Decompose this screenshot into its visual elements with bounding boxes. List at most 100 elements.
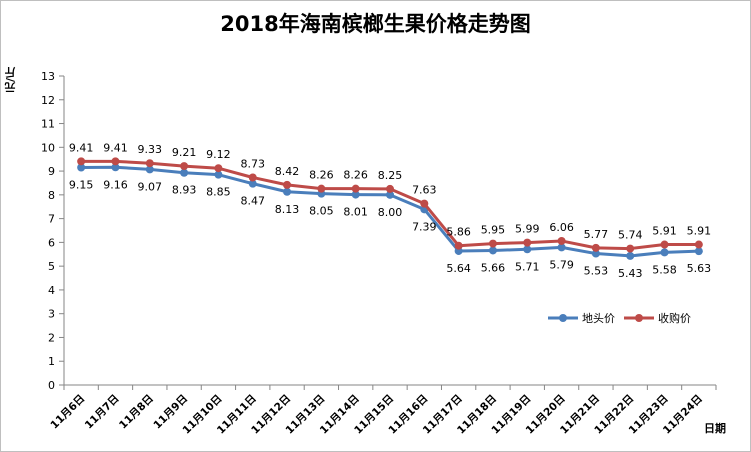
data-point [283, 187, 292, 196]
data-label: 7.63 [412, 184, 437, 197]
data-point [694, 240, 703, 249]
data-label: 8.05 [309, 205, 334, 218]
data-point [214, 164, 223, 173]
data-point [694, 247, 703, 256]
y-tick-label: 8 [48, 189, 55, 202]
legend-swatch-marker [635, 314, 643, 322]
x-axis-label: 日期 [704, 422, 726, 435]
legend: 地头价 收购价 [548, 311, 691, 325]
y-tick-label: 11 [41, 118, 55, 131]
data-point [488, 239, 497, 248]
data-label: 9.16 [103, 178, 128, 191]
data-point [557, 243, 566, 252]
data-label: 8.26 [343, 169, 368, 182]
y-tick-label: 12 [41, 94, 55, 107]
data-point [386, 190, 394, 199]
data-point [180, 162, 189, 171]
data-point [626, 251, 635, 260]
data-label: 8.47 [240, 195, 265, 208]
data-point [214, 170, 223, 179]
data-label: 5.86 [446, 226, 471, 239]
data-label: 8.73 [240, 157, 265, 170]
data-label: 8.85 [206, 186, 231, 199]
data-point [351, 184, 360, 193]
data-label: 5.53 [584, 265, 609, 278]
data-point [248, 179, 257, 188]
x-tick-label: 11月8日 [117, 393, 156, 432]
data-label: 9.41 [69, 141, 94, 154]
data-label: 5.77 [584, 228, 609, 241]
chart-title: 2018年海南槟榔生果价格走势图 [220, 12, 531, 36]
data-label: 8.42 [275, 165, 300, 178]
data-label: 9.33 [138, 143, 163, 156]
data-point [557, 236, 566, 245]
x-tick-label: 11月6日 [48, 393, 87, 432]
y-tick-label: 6 [48, 236, 55, 249]
x-tick-label: 11月7日 [83, 393, 122, 432]
data-label: 9.15 [69, 179, 94, 192]
data-label: 6.06 [549, 221, 574, 234]
data-label: 9.07 [138, 180, 163, 193]
data-point [660, 240, 669, 249]
data-point [488, 246, 497, 255]
y-tick-label: 13 [41, 70, 55, 83]
data-label: 5.64 [446, 262, 471, 275]
data-label: 8.93 [172, 184, 197, 197]
data-point [523, 238, 532, 247]
y-tick-label: 3 [48, 308, 55, 321]
data-label: 5.99 [515, 223, 540, 236]
data-label: 8.13 [275, 203, 300, 216]
data-point [145, 159, 154, 168]
y-tick-label: 9 [48, 165, 55, 178]
data-point [77, 163, 86, 172]
data-label: 5.74 [618, 229, 643, 242]
data-point [180, 168, 189, 177]
legend-label: 收购价 [658, 311, 691, 325]
data-point [248, 173, 257, 182]
data-point [351, 190, 360, 199]
data-label: 8.25 [378, 169, 403, 182]
data-point [591, 249, 600, 258]
data-label: 9.41 [103, 141, 128, 154]
data-label: 8.01 [343, 206, 368, 219]
y-tick-label: 1 [48, 355, 55, 368]
data-label: 5.63 [687, 262, 712, 275]
data-label: 8.26 [309, 169, 334, 182]
data-label: 5.71 [515, 260, 540, 273]
data-point [77, 157, 86, 166]
y-tick-label: 10 [41, 141, 55, 154]
data-label: 5.79 [549, 258, 574, 271]
data-point [111, 163, 120, 172]
data-label: 8.00 [378, 206, 403, 219]
data-label: 5.66 [481, 261, 506, 274]
data-point [454, 241, 463, 250]
data-label: 9.12 [206, 148, 231, 161]
data-point [317, 184, 326, 193]
y-tick-label: 4 [48, 284, 55, 297]
data-point [660, 248, 669, 257]
data-label: 7.39 [412, 220, 437, 233]
data-label: 5.43 [618, 267, 643, 280]
data-label: 5.91 [652, 225, 677, 238]
data-point [145, 165, 154, 174]
data-point [523, 245, 532, 254]
y-tick-label: 2 [48, 331, 55, 344]
data-label: 5.91 [687, 225, 712, 238]
data-label: 5.58 [652, 263, 677, 276]
data-point [111, 157, 120, 166]
data-label: 9.21 [172, 146, 197, 159]
y-tick-label: 0 [48, 379, 55, 392]
y-tick-label: 5 [48, 260, 55, 273]
series-purchase-price: 9.41 9.41 9.33 9.21 9.12 8.73 8.42 8.26 8.26 8.25… [69, 141, 712, 253]
data-point [386, 184, 394, 193]
legend-swatch-marker [559, 314, 567, 322]
data-point [283, 180, 292, 189]
y-tick-label: 7 [48, 213, 55, 226]
data-point [591, 243, 600, 252]
data-point [420, 199, 429, 208]
series-ground-price: 9.15 9.16 9.07 8.93 8.85 8.47 8.13 8.05 8.01 8.00… [69, 163, 711, 280]
data-label: 5.95 [481, 224, 506, 237]
legend-label: 地头价 [582, 312, 615, 325]
